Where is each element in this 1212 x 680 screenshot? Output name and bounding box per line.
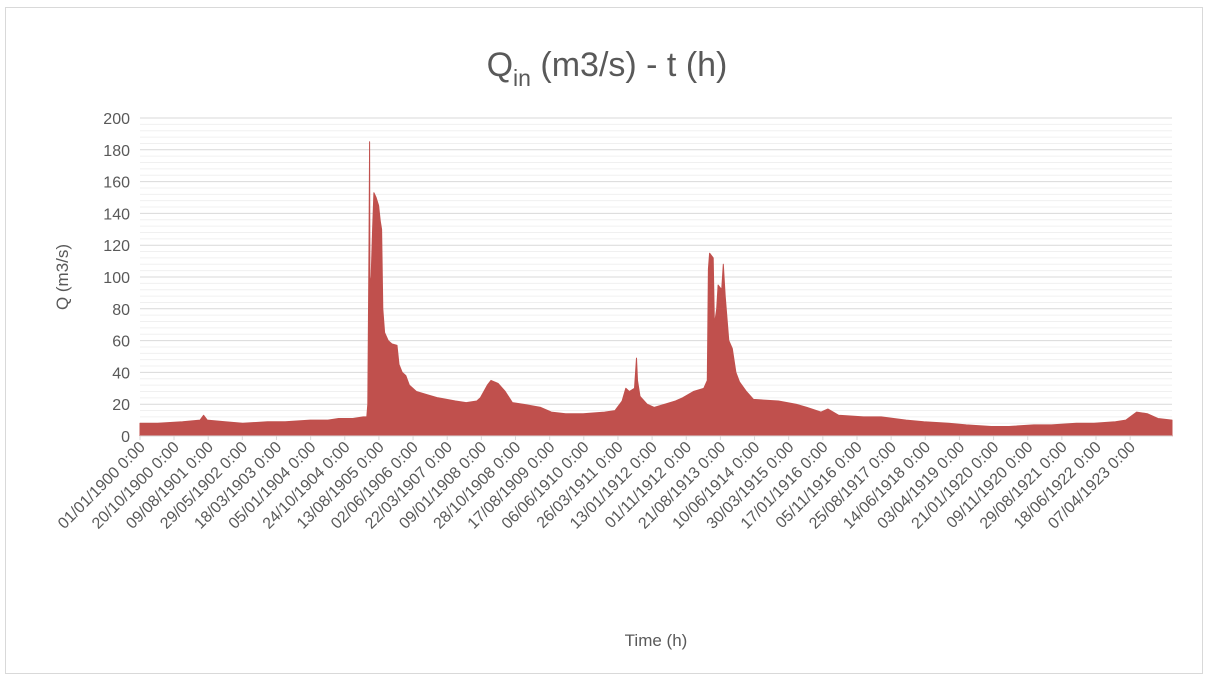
- chart-title-rest: (m3/s) - t (h): [531, 46, 727, 84]
- y-tick-label: 200: [103, 111, 130, 128]
- y-tick-label: 120: [103, 238, 130, 255]
- y-tick-label: 100: [103, 270, 130, 287]
- y-tick-label: 0: [121, 429, 130, 446]
- y-tick-label: 80: [112, 302, 130, 319]
- major-gridlines: [140, 117, 1172, 405]
- chart-title-main: Q: [487, 46, 513, 84]
- y-axis-title: Q (m3/s): [53, 244, 72, 310]
- y-axis-ticks: 0 20 40 60 80 100 120 140 160 180 200: [103, 111, 130, 446]
- y-tick-label: 20: [112, 397, 130, 414]
- series-area: [139, 141, 1173, 437]
- chart-title: Qin (m3/s) - t (h): [487, 46, 728, 91]
- y-tick-label: 140: [103, 206, 130, 223]
- x-axis-title: Time (h): [625, 631, 688, 650]
- chart-title-subscript: in: [513, 65, 531, 91]
- y-tick-label: 180: [103, 143, 130, 160]
- y-tick-label: 40: [112, 365, 130, 382]
- series-layer: [139, 141, 1173, 437]
- y-tick-label: 160: [103, 175, 130, 192]
- y-tick-label: 60: [112, 334, 130, 351]
